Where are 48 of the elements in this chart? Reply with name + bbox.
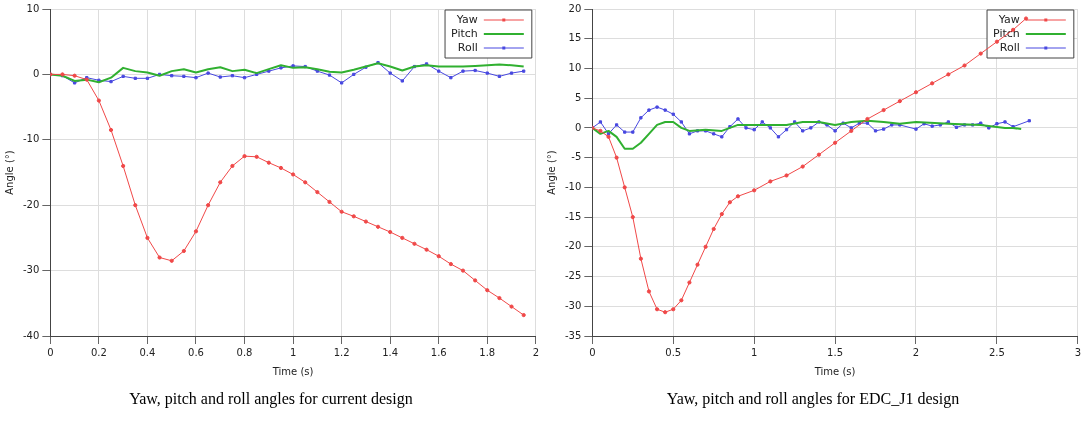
x-tick-label: 1.8 xyxy=(479,346,496,358)
x-tick-label: 1 xyxy=(289,346,297,358)
y-axis-title: Angle (°) xyxy=(3,150,15,195)
x-tick-label: 2.5 xyxy=(988,346,1005,358)
x-tick-label: 0.5 xyxy=(665,346,682,358)
legend-label: Roll xyxy=(457,40,478,54)
y-tick-label: 15 xyxy=(568,32,582,44)
y-tick-label: -30 xyxy=(22,264,40,276)
y-axis-title: Angle (°) xyxy=(545,150,557,195)
legend-label: Pitch xyxy=(451,26,478,40)
y-tick-label: -15 xyxy=(564,210,582,222)
y-tick-label: 10 xyxy=(568,62,582,74)
text: Yaw, pitch and roll angles for current design xyxy=(129,390,413,408)
y-tick-label: -20 xyxy=(22,198,40,210)
y-tick-label: 5 xyxy=(574,91,582,103)
legend-label: Pitch xyxy=(993,26,1020,40)
x-axis-title: Time (s) xyxy=(813,365,856,377)
y-tick-label: -30 xyxy=(564,299,582,311)
y-tick-label: -35 xyxy=(564,329,582,341)
y-tick-label: -20 xyxy=(564,240,582,252)
x-tick-label: 0.2 xyxy=(90,346,107,358)
x-axis-title: Time (s) xyxy=(271,365,314,377)
legend-label: Roll xyxy=(999,40,1020,54)
legend-label: Yaw xyxy=(997,12,1020,26)
x-tick-label: 0.8 xyxy=(236,346,253,358)
x-tick-label: 1.2 xyxy=(333,346,350,358)
x-tick-label: 0 xyxy=(47,346,54,358)
x-tick-label: 1.4 xyxy=(382,346,399,358)
x-tick-label: 2 xyxy=(532,346,540,358)
y-tick-label: -10 xyxy=(22,133,40,145)
x-tick-label: 0.6 xyxy=(188,346,204,358)
x-tick-label: 1.5 xyxy=(827,346,844,358)
x-tick-label: 3 xyxy=(1074,346,1082,358)
x-tick-label: 0 xyxy=(589,346,596,358)
y-tick-label: -5 xyxy=(571,151,582,163)
legend-label: Yaw xyxy=(455,12,478,26)
y-tick-label: -40 xyxy=(22,329,40,341)
text: Yaw, pitch and roll angles for EDC_J1 design xyxy=(666,390,960,408)
y-tick-label: 0 xyxy=(32,67,40,79)
x-tick-label: 2 xyxy=(912,346,920,358)
x-tick-label: 1.6 xyxy=(430,346,447,358)
y-tick-label: -25 xyxy=(564,270,582,282)
x-tick-label: 1 xyxy=(750,346,758,358)
y-tick-label: 10 xyxy=(26,2,40,14)
y-tick-label: -10 xyxy=(564,180,582,192)
x-tick-label: 0.4 xyxy=(139,346,156,358)
y-tick-label: 20 xyxy=(568,2,582,14)
y-tick-label: 0 xyxy=(574,121,582,133)
